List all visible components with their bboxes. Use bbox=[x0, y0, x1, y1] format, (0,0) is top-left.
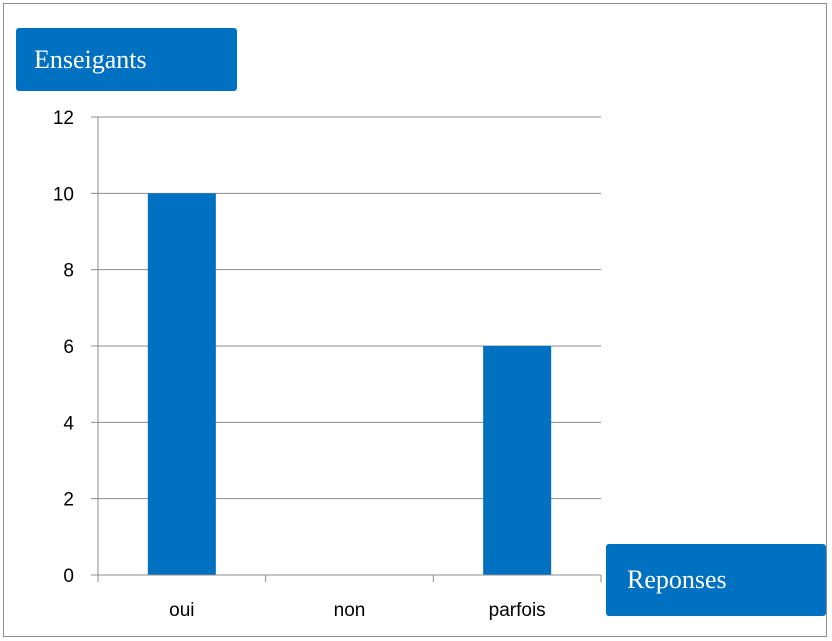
y-axis-title-text: Enseigants bbox=[34, 44, 147, 74]
y-tick-label: 2 bbox=[63, 490, 74, 511]
y-tick-label: 8 bbox=[63, 261, 74, 282]
y-tick-label: 12 bbox=[53, 108, 74, 129]
x-axis-title-text: Reponses bbox=[627, 565, 727, 594]
y-axis-title: Enseigants bbox=[16, 28, 237, 91]
bar-parfois bbox=[483, 346, 552, 575]
y-tick-label: 4 bbox=[63, 413, 74, 434]
x-axis-title: Reponses bbox=[606, 544, 826, 616]
x-tick-label-parfois: parfois bbox=[489, 600, 546, 621]
x-tick-label-oui: oui bbox=[169, 600, 194, 621]
y-tick-label: 6 bbox=[63, 337, 74, 358]
bar-oui bbox=[147, 193, 216, 576]
y-tick-label: 0 bbox=[63, 566, 74, 587]
chart-frame bbox=[3, 3, 827, 637]
x-tick-label-non: non bbox=[334, 600, 366, 621]
y-tick-label: 10 bbox=[53, 184, 74, 205]
